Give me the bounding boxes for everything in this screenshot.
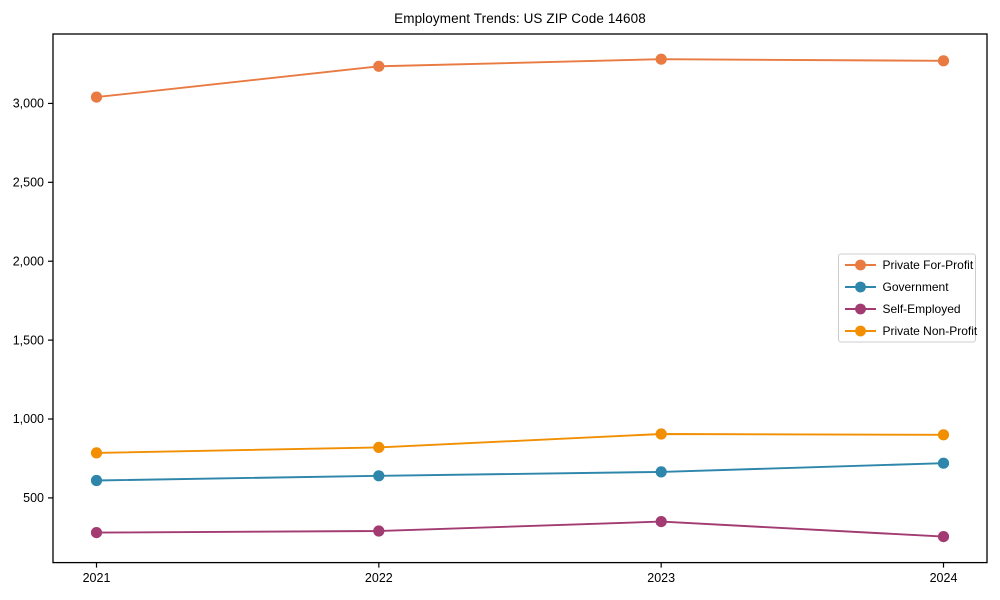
legend-item-self-employed: Self-Employed bbox=[845, 302, 961, 316]
data-point-government-2021 bbox=[90, 474, 103, 487]
data-point-private-non-profit-2022 bbox=[373, 441, 385, 453]
legend-label: Private Non-Profit bbox=[883, 324, 978, 338]
series-private-for-profit bbox=[90, 53, 950, 103]
legend-marker bbox=[855, 281, 866, 293]
series-line-self-employed bbox=[96, 520, 944, 538]
legend-marker bbox=[855, 325, 866, 337]
data-point-private-for-profit-2021 bbox=[90, 91, 103, 103]
data-point-private-for-profit-2022 bbox=[373, 60, 385, 72]
x-tick-label: 2021 bbox=[83, 571, 111, 585]
data-point-self-employed-2021 bbox=[90, 527, 103, 539]
series-line-private-non-profit bbox=[96, 433, 944, 454]
legend-label: Government bbox=[883, 280, 950, 294]
legend-marker bbox=[855, 259, 866, 271]
data-point-private-non-profit-2024 bbox=[937, 429, 950, 441]
legend-label: Self-Employed bbox=[883, 302, 961, 316]
y-tick-label: 2,000 bbox=[13, 254, 44, 268]
series-line-government bbox=[96, 462, 944, 482]
data-point-government-2022 bbox=[373, 470, 385, 482]
legend-item-private-non-profit: Private Non-Profit bbox=[845, 324, 978, 338]
y-tick-label: 1,000 bbox=[13, 412, 44, 426]
series-line-private-for-profit bbox=[96, 58, 944, 99]
x-tick-label: 2022 bbox=[365, 571, 393, 585]
data-point-private-for-profit-2023 bbox=[655, 53, 667, 65]
data-point-self-employed-2023 bbox=[655, 516, 667, 528]
y-tick-label: 3,000 bbox=[13, 97, 44, 111]
chart-title: Employment Trends: US ZIP Code 14608 bbox=[394, 11, 646, 26]
y-tick-label: 2,500 bbox=[13, 176, 44, 190]
legend: Private For-Profit Government Self-Employe… bbox=[838, 253, 978, 343]
data-point-private-for-profit-2024 bbox=[937, 55, 950, 67]
data-point-self-employed-2024 bbox=[937, 531, 950, 543]
legend-item-government: Government bbox=[845, 280, 949, 294]
series-self-employed bbox=[90, 516, 950, 543]
series-government bbox=[90, 457, 950, 487]
legend-item-private-for-profit: Private For-Profit bbox=[845, 258, 974, 272]
data-point-government-2024 bbox=[937, 457, 950, 469]
y-tick-label: 500 bbox=[23, 491, 44, 505]
legend-marker bbox=[855, 303, 866, 315]
legend-label: Private For-Profit bbox=[883, 258, 974, 272]
data-point-self-employed-2022 bbox=[373, 525, 385, 537]
legend-box bbox=[838, 253, 976, 343]
series-private-non-profit bbox=[90, 428, 950, 459]
data-point-private-non-profit-2021 bbox=[90, 447, 103, 459]
x-tick-label: 2024 bbox=[930, 571, 958, 585]
axes-frame bbox=[52, 33, 988, 564]
x-axis: 2021 2022 2023 2024 bbox=[83, 562, 958, 585]
data-point-private-non-profit-2023 bbox=[655, 428, 667, 440]
y-axis: 500 1,000 1,500 2,000 2,500 3,000 bbox=[13, 97, 53, 505]
data-point-government-2023 bbox=[655, 466, 667, 478]
x-tick-label: 2023 bbox=[647, 571, 675, 585]
y-tick-label: 1,500 bbox=[13, 333, 44, 347]
